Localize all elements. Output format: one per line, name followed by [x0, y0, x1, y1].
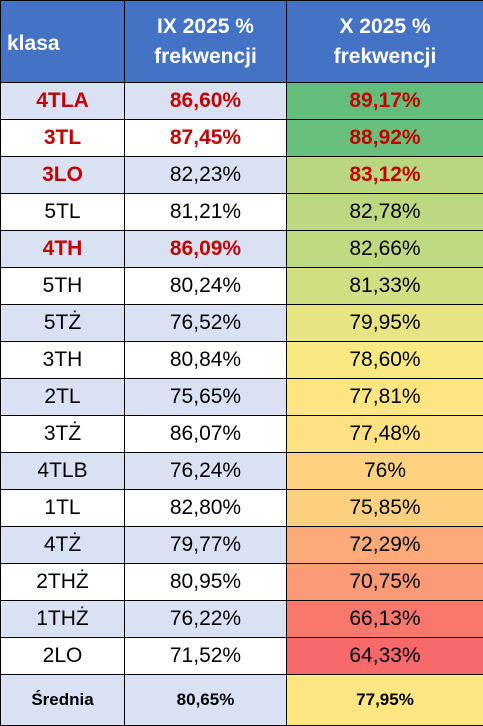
klasa-cell: 2TL [1, 379, 125, 416]
x-cell: 83,12% [287, 157, 483, 194]
klasa-cell: 5TŻ [1, 305, 125, 342]
header-x-line1: X 2025 % [287, 12, 483, 42]
x-cell: 82,66% [287, 231, 483, 268]
average-x: 77,95% [287, 675, 483, 726]
klasa-cell: 5TL [1, 194, 125, 231]
header-ix-line1: IX 2025 % [125, 12, 286, 42]
x-cell: 70,75% [287, 564, 483, 601]
ix-cell: 82,23% [125, 157, 287, 194]
x-cell: 89,17% [287, 83, 483, 120]
average-label: Średnia [1, 675, 125, 726]
header-x-2025: X 2025 % frekwencji [287, 1, 483, 83]
table-row: 5TL 81,21% 82,78% [1, 194, 483, 231]
ix-cell: 86,09% [125, 231, 287, 268]
table-row: 5TH 80,24% 81,33% [1, 268, 483, 305]
x-cell: 79,95% [287, 305, 483, 342]
ix-cell: 80,24% [125, 268, 287, 305]
x-cell: 66,13% [287, 601, 483, 638]
x-cell: 76% [287, 453, 483, 490]
ix-cell: 71,52% [125, 638, 287, 675]
table-row: 2TL 75,65% 77,81% [1, 379, 483, 416]
header-row: klasa IX 2025 % frekwencji X 2025 % frek… [1, 1, 483, 83]
header-ix-line2: frekwencji [125, 42, 286, 72]
ix-cell: 76,52% [125, 305, 287, 342]
average-ix: 80,65% [125, 675, 287, 726]
klasa-cell: 1TL [1, 490, 125, 527]
ix-cell: 86,60% [125, 83, 287, 120]
table-row: 2LO 71,52% 64,33% [1, 638, 483, 675]
table-row: 3TH 80,84% 78,60% [1, 342, 483, 379]
table-row: 2THŻ 80,95% 70,75% [1, 564, 483, 601]
table-row: 4TH 86,09% 82,66% [1, 231, 483, 268]
klasa-cell: 4TŻ [1, 527, 125, 564]
klasa-cell: 5TH [1, 268, 125, 305]
x-cell: 77,81% [287, 379, 483, 416]
x-cell: 72,29% [287, 527, 483, 564]
ix-cell: 82,80% [125, 490, 287, 527]
table-row: 3TL 87,45% 88,92% [1, 120, 483, 157]
table-row: 4TLA 86,60% 89,17% [1, 83, 483, 120]
header-x-line2: frekwencji [287, 42, 483, 72]
table-row: 5TŻ 76,52% 79,95% [1, 305, 483, 342]
header-ix-2025: IX 2025 % frekwencji [125, 1, 287, 83]
x-cell: 81,33% [287, 268, 483, 305]
ix-cell: 80,84% [125, 342, 287, 379]
x-cell: 77,48% [287, 416, 483, 453]
klasa-cell: 4TLB [1, 453, 125, 490]
klasa-cell: 2LO [1, 638, 125, 675]
klasa-cell: 3TL [1, 120, 125, 157]
table-row: 1THŻ 76,22% 66,13% [1, 601, 483, 638]
header-klasa: klasa [1, 1, 125, 83]
x-cell: 75,85% [287, 490, 483, 527]
ix-cell: 80,95% [125, 564, 287, 601]
average-row: Średnia 80,65% 77,95% [1, 675, 483, 726]
ix-cell: 76,24% [125, 453, 287, 490]
klasa-cell: 4TLA [1, 83, 125, 120]
ix-cell: 87,45% [125, 120, 287, 157]
table-row: 4TLB 76,24% 76% [1, 453, 483, 490]
table-row: 1TL 82,80% 75,85% [1, 490, 483, 527]
x-cell: 78,60% [287, 342, 483, 379]
table-row: 3LO 82,23% 83,12% [1, 157, 483, 194]
ix-cell: 79,77% [125, 527, 287, 564]
klasa-cell: 3TŻ [1, 416, 125, 453]
table-row: 4TŻ 79,77% 72,29% [1, 527, 483, 564]
klasa-cell: 1THŻ [1, 601, 125, 638]
ix-cell: 75,65% [125, 379, 287, 416]
ix-cell: 76,22% [125, 601, 287, 638]
ix-cell: 81,21% [125, 194, 287, 231]
klasa-cell: 3TH [1, 342, 125, 379]
x-cell: 82,78% [287, 194, 483, 231]
ix-cell: 86,07% [125, 416, 287, 453]
klasa-cell: 4TH [1, 231, 125, 268]
x-cell: 64,33% [287, 638, 483, 675]
klasa-cell: 2THŻ [1, 564, 125, 601]
x-cell: 88,92% [287, 120, 483, 157]
table-row: 3TŻ 86,07% 77,48% [1, 416, 483, 453]
klasa-cell: 3LO [1, 157, 125, 194]
